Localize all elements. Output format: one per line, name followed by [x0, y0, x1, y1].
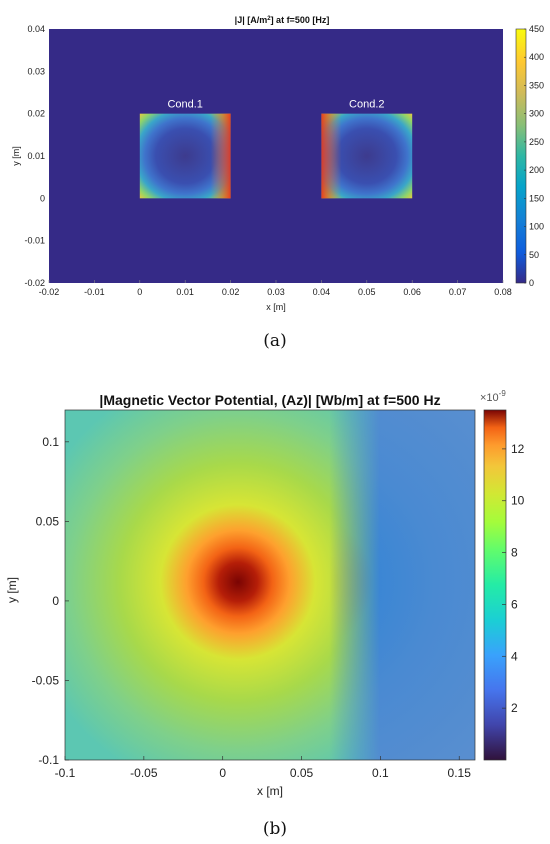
- plot-b-colorbar-tick-label: 4: [511, 649, 518, 663]
- plot-a-colorbar: [515, 28, 527, 284]
- plot-a-x-tick-label: -0.02: [39, 287, 60, 297]
- plot-b-area: [64, 409, 476, 761]
- plot-a-colorbar-tick-label: 350: [529, 80, 544, 90]
- plot-a-x-label: x [m]: [266, 302, 286, 312]
- plot-b-colorbar-exponent: ×10-9: [480, 389, 506, 404]
- plot-a-title: |J| [A/m2] at f=500 [Hz]: [235, 15, 330, 25]
- plot-a-x-tick-label: 0.06: [403, 287, 421, 297]
- plot-a-y-label: y [m]: [11, 146, 21, 166]
- plot-a-y-tick-label: 0.04: [27, 24, 45, 34]
- plot-a: |J| [A/m2] at f=500 [Hz] Cond.1 Cond.2 -0…: [11, 15, 544, 351]
- plot-b-x-tick-label: 0.1: [372, 766, 389, 780]
- plot-a-colorbar-tick-label: 100: [529, 222, 544, 232]
- plot-a-x-tick-label: 0.04: [313, 287, 331, 297]
- conductor-label: Cond.2: [349, 99, 384, 111]
- plot-a-y-tick-label: 0: [40, 193, 45, 203]
- plot-b-colorbar: [483, 409, 507, 761]
- caption-b: (b): [263, 819, 287, 839]
- plot-a-y-tick-label: -0.01: [24, 236, 45, 246]
- plot-a-x-tick-label: 0: [137, 287, 142, 297]
- plot-b-y-tick-label: -0.05: [32, 673, 60, 687]
- plot-a-area: [49, 29, 503, 283]
- plot-a-y-tick-label: 0.01: [27, 151, 45, 161]
- plot-b-x-tick-label: 0: [219, 766, 226, 780]
- plot-a-y-ticks: -0.02 -0.01 0 0.01 0.02 0.03 0.04: [24, 24, 45, 288]
- plot-b-y-tick-label: 0.05: [36, 514, 60, 528]
- plot-a-colorbar-tick-label: 50: [529, 250, 539, 260]
- caption-a: (a): [263, 331, 286, 351]
- plot-b-y-tick-label: 0: [52, 594, 59, 608]
- plot-a-colorbar-tick-label: 150: [529, 193, 544, 203]
- plot-b-x-label: x [m]: [257, 784, 283, 798]
- plot-b-x-tick-label: -0.1: [55, 766, 76, 780]
- plot-b-y-ticks: -0.1 -0.05 0 0.05 0.1: [32, 435, 69, 767]
- plot-a-x-ticks: -0.02 -0.01 0 0.01 0.02 0.03 0.04 0.05 0.06 0.07 0…: [39, 280, 512, 297]
- plot-a-colorbar-tick-label: 450: [529, 24, 544, 34]
- plot-a-colorbar-tick-label: 200: [529, 165, 544, 175]
- plot-a-x-tick-label: 0.05: [358, 287, 376, 297]
- plot-b-colorbar-tick-label: 12: [511, 442, 525, 456]
- plot-b-colorbar-tick-label: 8: [511, 546, 518, 560]
- plot-b-x-ticks: -0.1 -0.05 0 0.05 0.1 0.15: [55, 756, 472, 780]
- plot-a-y-tick-label: 0.03: [27, 66, 45, 76]
- conductor-label: Cond.1: [167, 99, 202, 111]
- plot-a-x-tick-label: 0.08: [494, 287, 512, 297]
- plot-b-colorbar-tick-label: 10: [511, 494, 525, 508]
- plot-b-title: |Magnetic Vector Potential, (Az)| [Wb/m]…: [99, 392, 440, 408]
- plot-b-colorbar-tick-label: 6: [511, 597, 518, 611]
- plot-a-colorbar-tick-label: 250: [529, 137, 544, 147]
- plot-b-y-label: y [m]: [5, 577, 19, 603]
- conductor-2: Cond.2: [321, 99, 413, 199]
- plot-a-colorbar-tick-label: 0: [529, 278, 534, 288]
- plot-b-x-tick-label: -0.05: [130, 766, 158, 780]
- plot-a-x-tick-label: 0.07: [449, 287, 467, 297]
- plot-a-x-tick-label: 0.02: [222, 287, 240, 297]
- plot-a-colorbar-tick-label: 400: [529, 52, 544, 62]
- plot-b-y-tick-label: -0.1: [38, 753, 59, 767]
- plot-a-y-tick-label: 0.02: [27, 109, 45, 119]
- plot-a-x-tick-label: 0.01: [176, 287, 194, 297]
- plot-b-colorbar-ticks: 2 4 6 8 10 12: [502, 442, 525, 715]
- plot-a-x-tick-label: 0.03: [267, 287, 285, 297]
- plot-b-colorbar-tick-label: 2: [511, 701, 518, 715]
- plot-b-x-tick-label: 0.15: [448, 766, 472, 780]
- plot-b-y-tick-label: 0.1: [42, 435, 59, 449]
- conductor-1: Cond.1: [139, 99, 231, 199]
- plot-b: |Magnetic Vector Potential, (Az)| [Wb/m]…: [5, 389, 525, 839]
- plot-b-x-tick-label: 0.05: [290, 766, 314, 780]
- plot-a-colorbar-tick-label: 300: [529, 109, 544, 119]
- plot-a-y-tick-label: -0.02: [24, 278, 45, 288]
- plot-a-x-tick-label: -0.01: [84, 287, 105, 297]
- plot-a-colorbar-ticks: 0 50 100 150 200 250 300 350 400 450: [524, 24, 544, 288]
